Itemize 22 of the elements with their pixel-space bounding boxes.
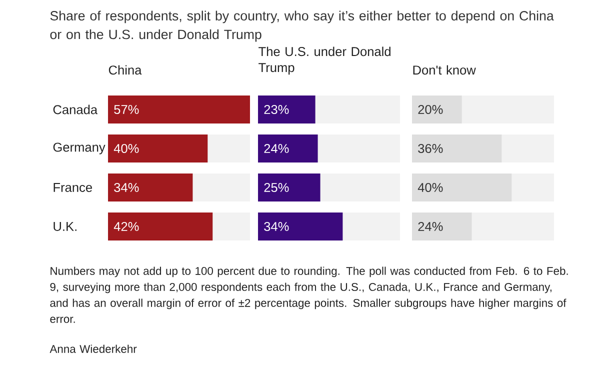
text: Numbers may not add up to 100 percent due to rounding. The poll was conducted from Feb. 6 to Feb. 9, surveying more than 2,000 respondents each from the U.S., Canada, U.K., France and Germany, and has an overall margin of error of ±2 percentage points. Smaller subgroups have higher margins of error. [50, 266, 568, 323]
data-label: 42% [114, 222, 139, 232]
data-label: 23% [264, 104, 289, 114]
y-tick-label: Germany [53, 142, 106, 154]
y-tick-label: France [54, 183, 92, 192]
chart-title: China [108, 65, 142, 75]
data-label: 40% [418, 182, 443, 192]
data-label: 24% [418, 222, 443, 232]
chart-title: The U.S. under Donald Trump [258, 46, 390, 75]
data-label: 24% [264, 144, 289, 154]
data-label: 40% [114, 144, 139, 154]
data-label: 20% [418, 104, 443, 114]
data-label: 34% [264, 222, 289, 232]
text: Anna Wiederkehr [50, 344, 137, 353]
data-label: 57% [114, 104, 139, 114]
data-label: 34% [114, 182, 139, 192]
text: Share of respondents, split by country, who say it’s either better to depend on China or on the U.S. under Donald Trump [50, 10, 554, 42]
chart-title: Don't know [413, 65, 476, 75]
data-label: 25% [264, 182, 289, 192]
y-tick-label: U.K. [54, 222, 76, 231]
data-label: 36% [418, 144, 443, 154]
y-tick-label: Canada [53, 104, 98, 114]
